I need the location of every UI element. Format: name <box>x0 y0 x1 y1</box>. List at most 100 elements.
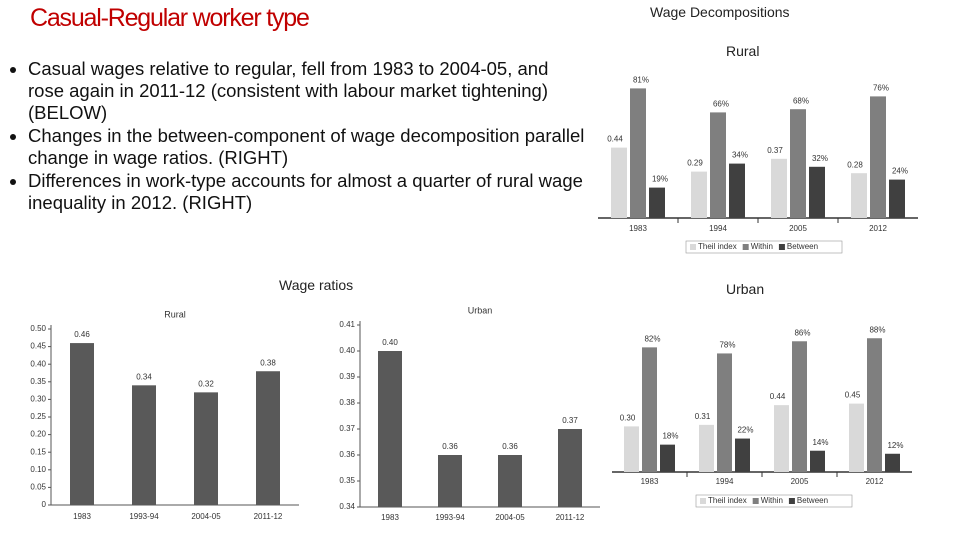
legend-box <box>685 240 843 254</box>
y-tick-label: 0.30 <box>30 395 46 404</box>
bar <box>630 88 646 219</box>
bullet: Changes in the between-component of wage… <box>28 125 588 169</box>
legend-swatch <box>778 244 785 250</box>
y-tick-label: 0.35 <box>30 377 46 386</box>
bar <box>810 450 825 472</box>
value-label: 19% <box>652 175 668 184</box>
y-tick-label: 0 <box>42 500 47 509</box>
value-label: 0.36 <box>442 442 458 451</box>
value-label: 0.44 <box>770 392 786 401</box>
bullet-list: Casual wages relative to regular, fell f… <box>8 58 588 215</box>
bar <box>889 179 905 218</box>
x-tick-label: 1983 <box>629 224 647 233</box>
value-label: 0.38 <box>260 358 276 367</box>
value-label: 0.28 <box>847 160 863 169</box>
chart-title: Rural <box>164 309 186 319</box>
heading: Wage Decompositions <box>650 4 790 20</box>
legend-label: Between <box>787 242 818 251</box>
bar <box>194 392 218 505</box>
bullet: Differences in work-type accounts for al… <box>28 170 588 214</box>
legend-label: Theil index <box>698 242 737 251</box>
bar <box>642 347 657 472</box>
value-label: 68% <box>793 96 809 105</box>
bar <box>611 147 627 218</box>
value-label: 0.29 <box>687 159 703 168</box>
x-tick-label: 2012 <box>866 477 884 486</box>
bullet: Casual wages relative to regular, fell f… <box>28 58 588 124</box>
bar <box>771 158 787 218</box>
value-label: 0.44 <box>607 135 623 144</box>
x-tick-label: 2011-12 <box>254 512 283 521</box>
bar <box>809 166 825 218</box>
bar <box>729 163 745 218</box>
bar <box>378 351 402 507</box>
legend-swatch <box>690 244 696 250</box>
y-tick-label: 0.39 <box>339 372 355 381</box>
legend-box <box>695 494 853 508</box>
value-label: 82% <box>644 334 660 343</box>
value-label: 0.31 <box>695 412 711 421</box>
legend-swatch <box>742 244 749 250</box>
x-tick-label: 1993-94 <box>129 512 159 521</box>
bar <box>438 455 462 507</box>
bar <box>849 403 864 472</box>
value-label: 88% <box>869 325 885 334</box>
y-tick-label: 0.36 <box>339 450 355 459</box>
value-label: 86% <box>794 328 810 337</box>
x-tick-label: 2011-12 <box>556 513 585 522</box>
bar <box>624 426 639 472</box>
y-tick-label: 0.35 <box>339 476 355 485</box>
value-label: 24% <box>892 167 908 176</box>
bar <box>699 424 714 472</box>
slide-title: Casual-Regular worker type <box>30 4 310 32</box>
x-tick-label: 1983 <box>641 477 659 486</box>
y-tick-label: 0.40 <box>30 359 46 368</box>
value-label: 32% <box>812 154 828 163</box>
legend-label: Between <box>797 496 828 505</box>
legend-swatch <box>788 498 795 504</box>
value-label: 0.30 <box>620 414 636 423</box>
value-label: 18% <box>662 432 678 441</box>
bar <box>660 444 675 472</box>
x-tick-label: 2012 <box>869 224 887 233</box>
bar <box>558 429 582 507</box>
bar <box>867 338 882 472</box>
heading: Wage ratios <box>279 277 354 293</box>
y-tick-label: 0.25 <box>30 412 46 421</box>
y-tick-label: 0.10 <box>30 465 46 474</box>
value-label: 81% <box>633 76 649 85</box>
value-label: 0.45 <box>845 391 861 400</box>
value-label: 76% <box>873 84 889 93</box>
bar <box>792 341 807 472</box>
bar <box>774 405 789 472</box>
y-tick-label: 0.40 <box>339 346 355 355</box>
y-tick-label: 0.15 <box>30 447 46 456</box>
bar <box>885 453 900 472</box>
y-tick-label: 0.50 <box>30 324 46 333</box>
bar <box>132 385 156 505</box>
value-label: 0.34 <box>136 372 152 381</box>
value-label: 0.40 <box>382 338 398 347</box>
bar <box>649 187 665 218</box>
bar <box>256 371 280 505</box>
x-tick-label: 2004-05 <box>191 512 221 521</box>
value-label: 66% <box>713 100 729 109</box>
bar <box>870 96 886 218</box>
value-label: 14% <box>812 438 828 447</box>
x-tick-label: 2005 <box>789 224 807 233</box>
value-label: 0.36 <box>502 442 518 451</box>
value-label: 22% <box>737 426 753 435</box>
y-tick-label: 0.37 <box>339 424 355 433</box>
heading: Urban <box>726 281 765 297</box>
value-label: 34% <box>732 151 748 160</box>
x-tick-label: 1993-94 <box>435 513 465 522</box>
x-tick-label: 2005 <box>791 477 809 486</box>
value-label: 78% <box>719 341 735 350</box>
legend-label: Within <box>761 496 783 505</box>
y-tick-label: 0.20 <box>30 430 46 439</box>
y-tick-label: 0.05 <box>30 483 46 492</box>
value-label: 0.46 <box>74 330 90 339</box>
bar <box>710 112 726 218</box>
